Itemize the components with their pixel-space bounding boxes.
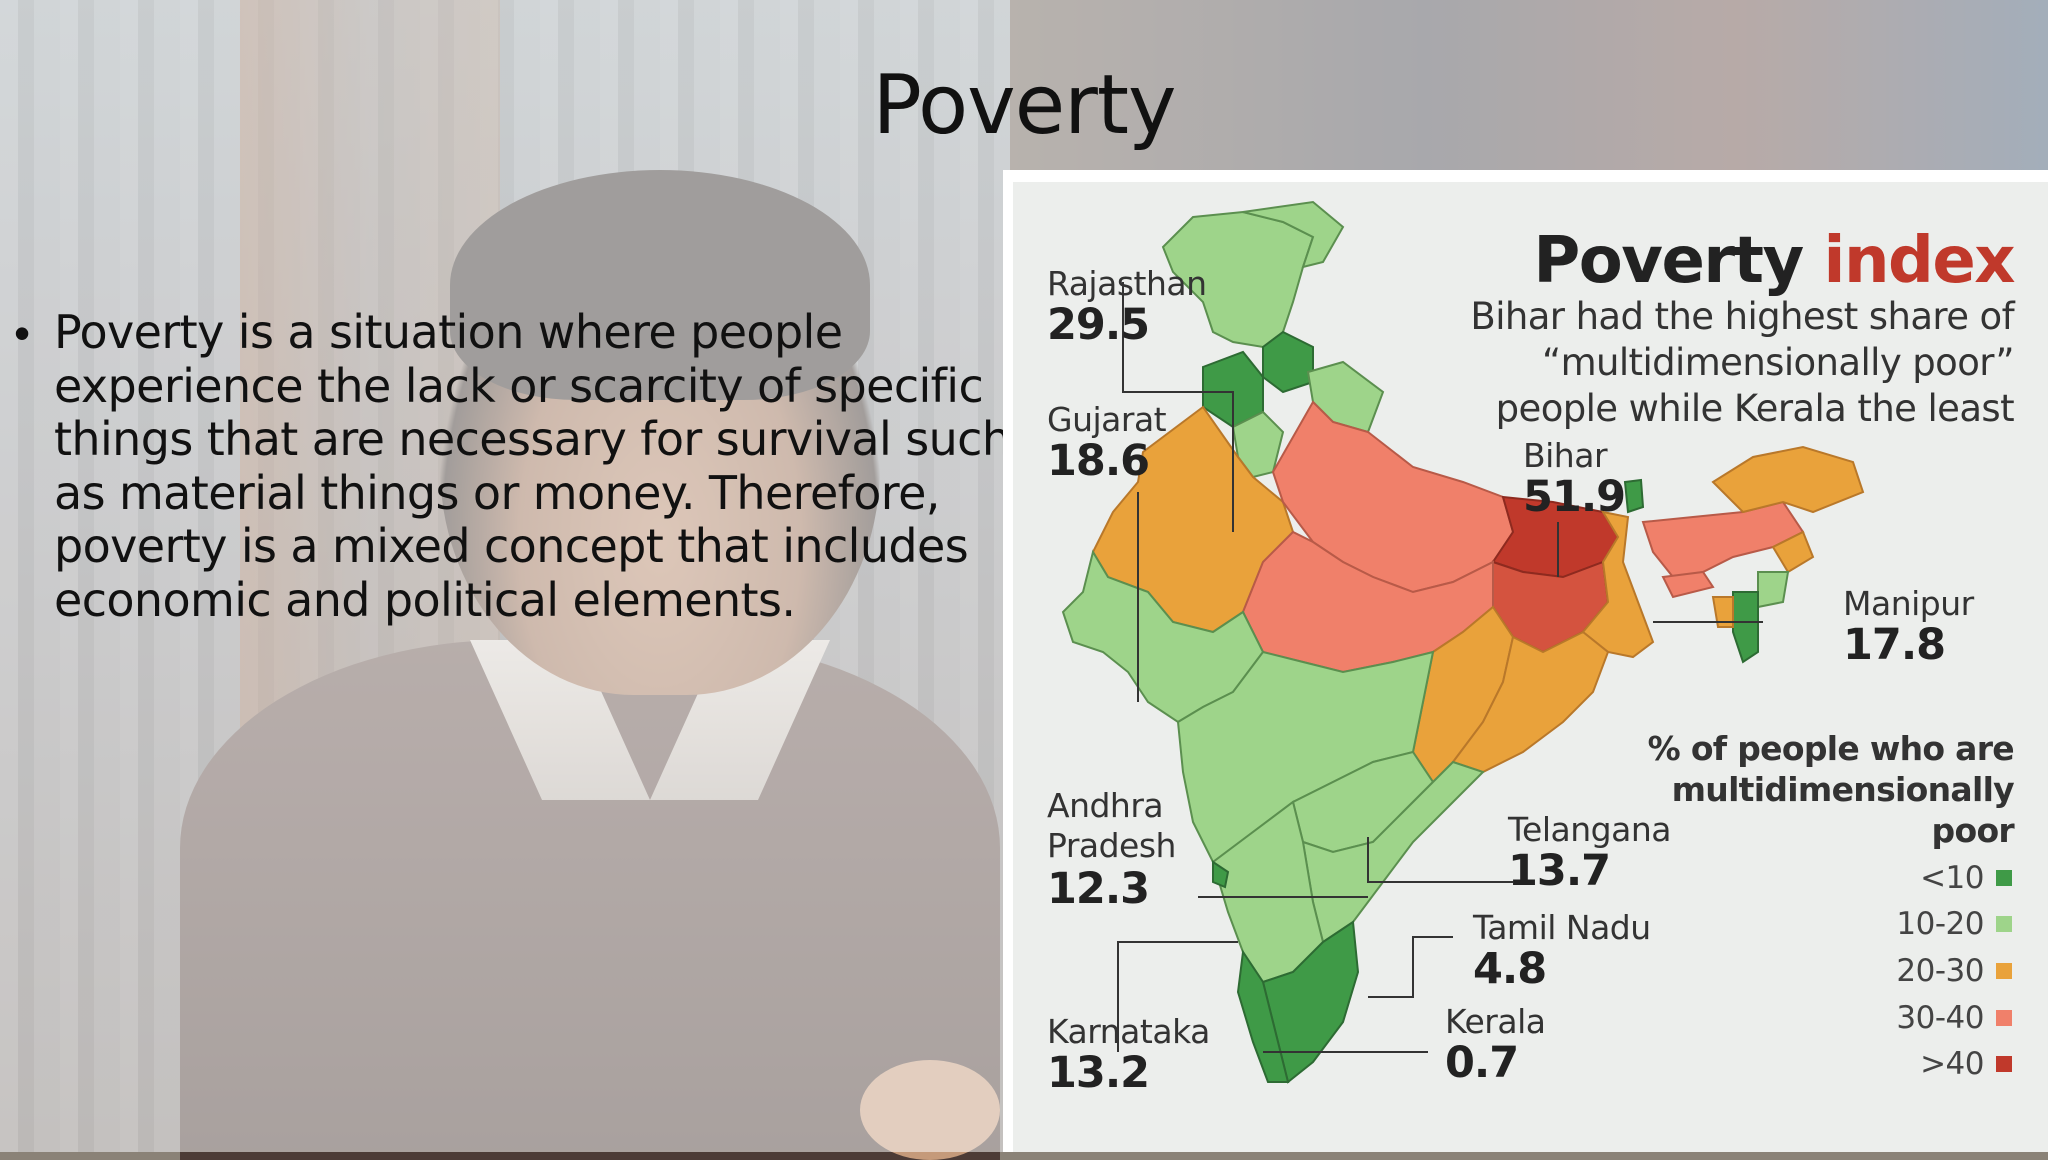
label-bihar: Bihar [1523,436,1608,475]
value-andhra: 12.3 [1047,864,1150,914]
label-andhra-line1: Andhra [1047,786,1164,825]
label-tamil-nadu: Tamil Nadu [1473,908,1651,947]
value-rajasthan: 29.5 [1047,300,1150,350]
title-main: Poverty [1533,224,1804,298]
legend-swatch [1996,963,2012,979]
infographic-body: Poverty index Bihar had the highest shar… [1013,182,2048,1152]
legend-swatch [1996,1056,2012,1072]
value-tamil-nadu: 4.8 [1473,944,1547,994]
leader-karnataka [1117,941,1238,1052]
legend-label: <10 [1920,860,1984,896]
value-bihar: 51.9 [1523,472,1626,522]
legend-item: 30-40 [1896,998,2012,1038]
region-himachal [1262,330,1314,394]
poverty-index-infographic: Poverty index Bihar had the highest shar… [1003,170,2048,1152]
leader-lines [1117,282,1763,1053]
legend-item: <10 [1920,858,2012,898]
bullet-marker: • [14,307,31,359]
region-meghalaya [1661,570,1715,599]
leader-telangana [1367,837,1513,883]
region-goa [1212,860,1230,889]
value-manipur: 17.8 [1843,620,1946,670]
bullet-text: Poverty is a situation where people expe… [54,305,1011,627]
value-telangana: 13.7 [1508,846,1611,896]
value-kerala: 0.7 [1445,1038,1519,1088]
legend-label: 10-20 [1896,906,1984,942]
legend-item: 20-30 [1896,951,2012,991]
leader-tamilnadu [1368,936,1453,998]
legend-label: >40 [1920,1046,1984,1082]
region-manipur [1757,571,1790,609]
legend-label: 20-30 [1896,953,1984,989]
slide-title: Poverty [872,58,1176,153]
infographic-title: Poverty index [1533,224,2016,298]
region-tripura [1711,596,1734,628]
label-gujarat: Gujarat [1047,400,1167,439]
region-assam [1641,500,1805,579]
region-odisha [1451,630,1610,774]
legend-swatch [1996,1010,2012,1026]
legend-title: % of people who are multidimensionally p… [1647,729,2015,850]
region-ladakh [1242,200,1345,269]
india-map [1061,200,1865,1084]
value-karnataka: 13.2 [1047,1048,1150,1098]
infographic-subtitle: Bihar had the highest share of “multidim… [1470,295,2014,430]
label-karnataka: Karnataka [1047,1012,1210,1051]
region-nagaland [1771,530,1815,574]
label-andhra-line2: Pradesh [1047,826,1176,865]
legend-label: 30-40 [1896,1000,1984,1036]
region-sikkim [1623,478,1645,514]
leader-rajasthan [1122,282,1234,532]
label-kerala: Kerala [1445,1002,1546,1041]
region-maharashtra [1176,650,1435,864]
region-mizoram [1732,591,1759,664]
legend-item: >40 [1920,1044,2012,1084]
title-highlight: index [1823,224,2016,298]
region-west-bengal [1581,510,1655,659]
value-gujarat: 18.6 [1047,436,1150,486]
legend-swatch [1996,870,2012,886]
label-manipur: Manipur [1843,584,1974,623]
label-telangana: Telangana [1508,810,1671,849]
region-arunachal [1711,445,1865,514]
region-kerala [1236,949,1290,1083]
legend-item: 10-20 [1896,904,2012,944]
legend-swatch [1996,916,2012,932]
label-rajasthan: Rajasthan [1047,264,1207,303]
